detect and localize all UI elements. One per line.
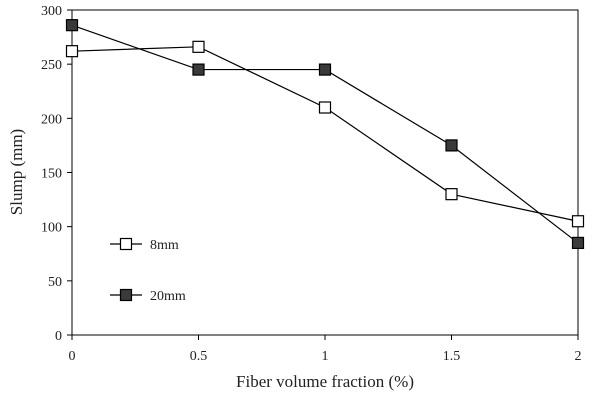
y-tick-label: 250 bbox=[41, 58, 62, 73]
series-8mm-point bbox=[445, 188, 458, 201]
series-20mm-point bbox=[445, 139, 458, 152]
x-tick-label: 2 bbox=[575, 349, 582, 364]
legend-8mm-label: 8mm bbox=[150, 238, 179, 253]
y-tick-label: 100 bbox=[41, 221, 62, 236]
y-tick-label: 0 bbox=[55, 329, 62, 344]
series-8mm-point bbox=[318, 101, 332, 114]
y-tick-label: 50 bbox=[48, 275, 62, 290]
plot-area bbox=[71, 9, 579, 336]
legend-20mm-marker bbox=[119, 288, 133, 302]
y-axis-ticks: 0 50 100 150 200 250 300 bbox=[41, 4, 72, 344]
series-20mm-point bbox=[318, 63, 332, 76]
series-8mm-point bbox=[65, 45, 79, 58]
series-20mm-point bbox=[192, 63, 205, 76]
legend: 8mm 20mm bbox=[110, 237, 186, 304]
legend-8mm-marker bbox=[119, 237, 133, 251]
series-8mm-point bbox=[571, 215, 585, 228]
x-tick-label: 0 bbox=[69, 349, 76, 364]
x-tick-label: 1 bbox=[322, 349, 329, 364]
x-axis-title: Fiber volume fraction (%) bbox=[236, 372, 414, 391]
legend-20mm-label: 20mm bbox=[150, 289, 186, 304]
x-axis-ticks: 0 0.5 1 1.5 2 bbox=[69, 335, 582, 364]
series-20mm-point bbox=[65, 19, 79, 32]
series-20mm-point bbox=[571, 236, 585, 250]
series-8mm-point bbox=[192, 40, 205, 53]
y-tick-label: 200 bbox=[41, 112, 62, 127]
y-axis-title: Slump (mm) bbox=[7, 129, 26, 215]
y-tick-label: 300 bbox=[41, 4, 62, 19]
y-tick-label: 150 bbox=[41, 167, 62, 182]
x-tick-label: 1.5 bbox=[443, 349, 461, 364]
x-tick-label: 0.5 bbox=[190, 349, 208, 364]
series-layer bbox=[65, 19, 585, 250]
